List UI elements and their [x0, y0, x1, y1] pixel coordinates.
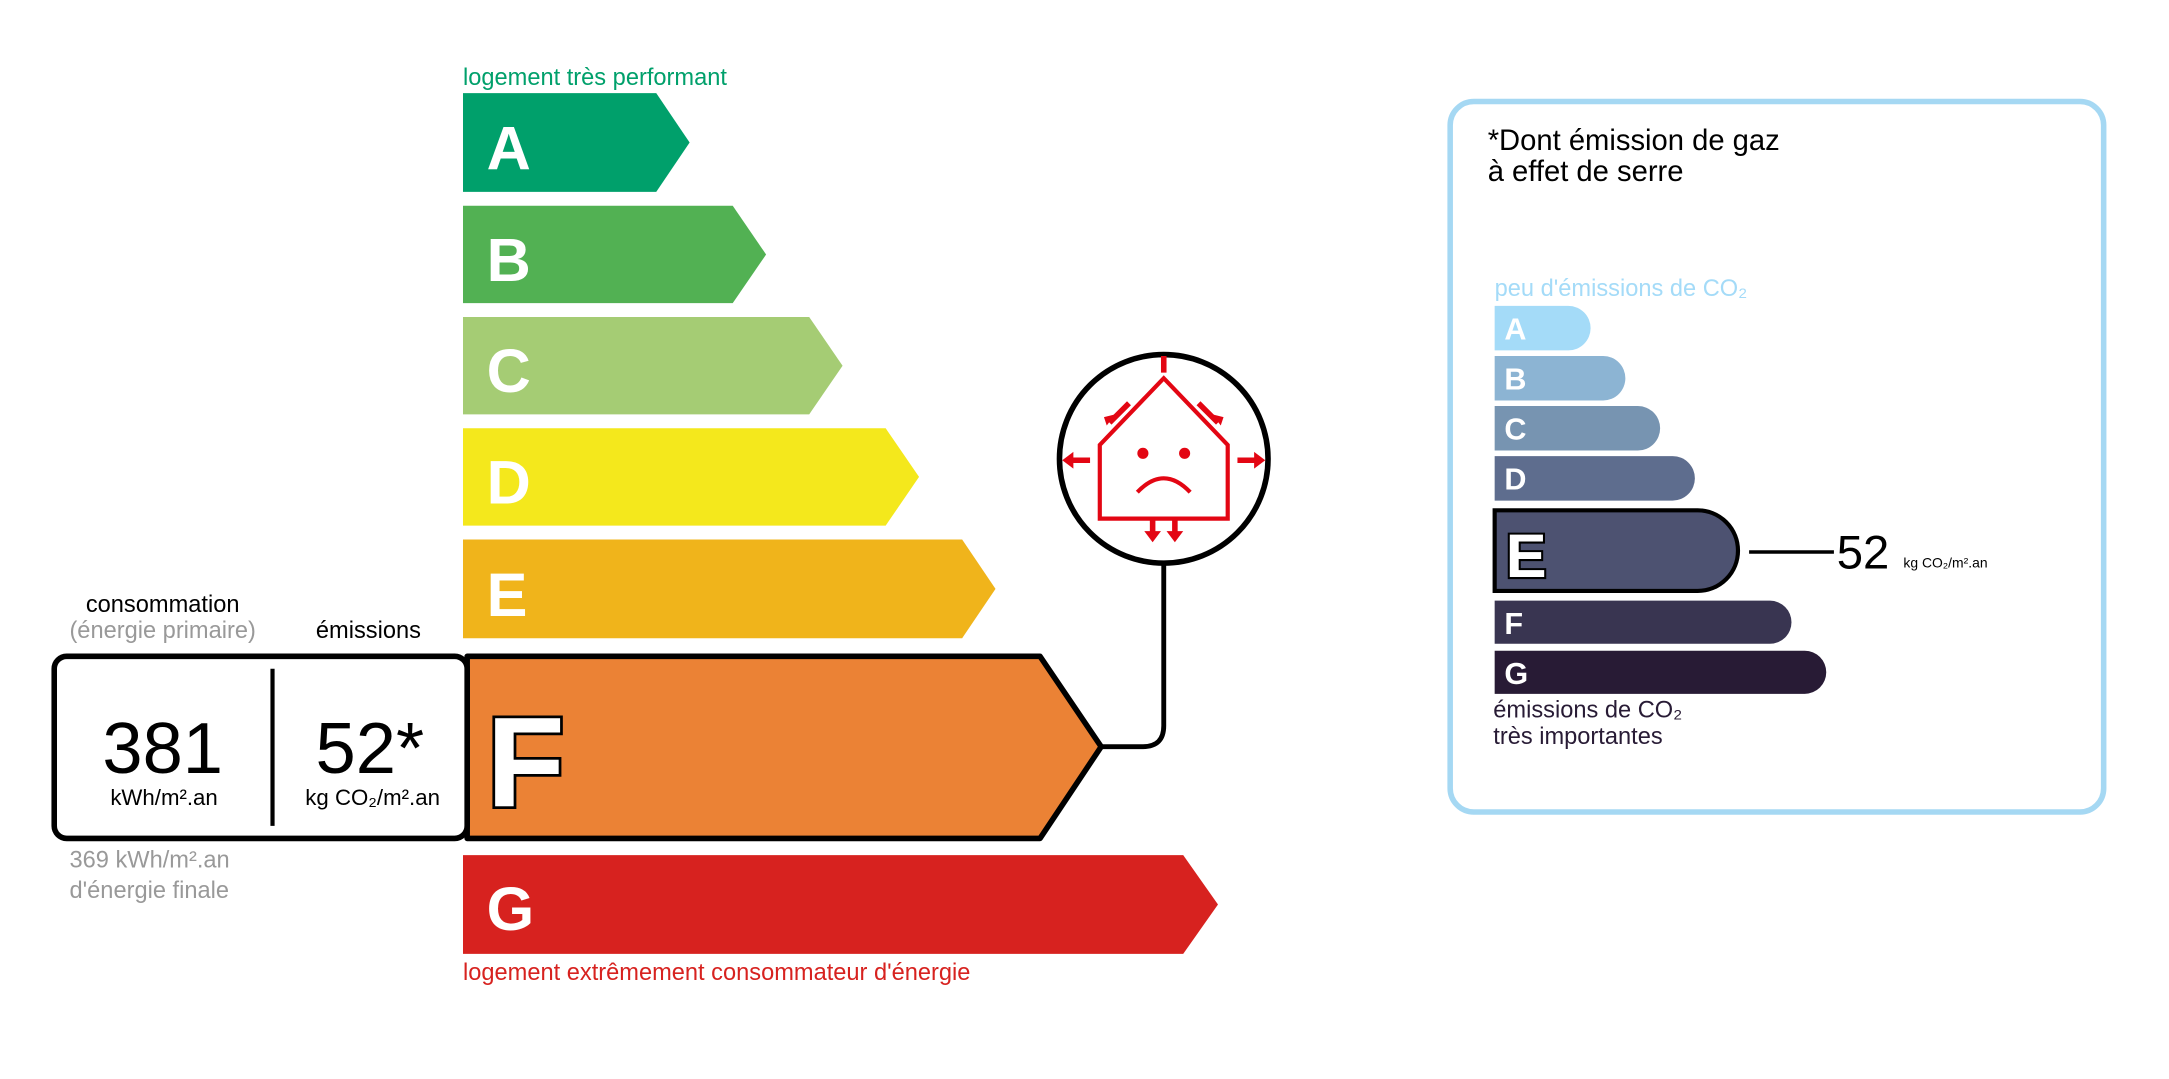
ghg-letter-e: E: [1506, 522, 1547, 590]
ghg-class-a: A: [1494, 305, 1591, 351]
consumption-sublabel: (énergie primaire): [69, 618, 255, 644]
ghg-class-e-current: E 52 kg CO₂/m².an: [1492, 508, 1988, 594]
energy-bar-e: [462, 539, 996, 639]
ghg-class-f: F: [1494, 600, 1792, 644]
energy-bottom-label: logement extrêmement consommateur d'éner…: [463, 960, 970, 986]
emissions-label: émissions: [316, 618, 421, 644]
ghg-bar-f: [1494, 600, 1792, 644]
energy-class-a: A: [462, 93, 690, 192]
final-energy-value: 369 kWh/m².an: [70, 848, 230, 874]
energy-letter-b: B: [487, 226, 531, 294]
energy-bar-c: [462, 317, 843, 415]
ghg-value: 52: [1837, 527, 1890, 580]
ghg-letter-c: C: [1504, 412, 1526, 446]
ghg-title-line2: à effet de serre: [1488, 156, 1684, 188]
ghg-class-d: D: [1494, 456, 1695, 501]
energy-bar-b: [462, 205, 767, 304]
ghg-bottom-label-line1: émissions de CO₂: [1493, 697, 1682, 723]
ghg-class-c: C: [1494, 406, 1661, 451]
ghg-bar-e: [1492, 508, 1741, 594]
energy-top-label: logement très performant: [463, 65, 727, 91]
energy-class-f-current: F 381 kWh/m².an 52* kg CO₂/m².an: [51, 653, 1104, 842]
ghg-letter-g: G: [1504, 657, 1528, 691]
final-energy-label: d'énergie finale: [70, 878, 230, 904]
icon-connector: [1102, 563, 1167, 750]
ghg-title-line1: *Dont émission de gaz: [1488, 125, 1780, 157]
ghg-letter-f: F: [1504, 607, 1523, 641]
ghg-top-label: peu d'émissions de CO₂: [1495, 276, 1748, 302]
ghg-bar-d: [1494, 456, 1695, 501]
energy-letter-e: E: [487, 561, 528, 629]
ghg-class-g: G: [1494, 650, 1827, 694]
poorly-insulated-house-icon: [1056, 351, 1271, 566]
consumption-value: 381: [102, 709, 223, 789]
energy-letter-f: F: [487, 691, 565, 834]
ghg-unit: kg CO₂/m².an: [1903, 554, 1987, 570]
emissions-unit: kg CO₂/m².an: [305, 785, 440, 810]
ghg-bottom-label-line2: très importantes: [1493, 724, 1662, 750]
ghg-bar-g: [1494, 650, 1827, 694]
ghg-letter-a: A: [1504, 312, 1526, 346]
ghg-panel: *Dont émission de gaz à effet de serre p…: [1447, 98, 2107, 815]
consumption-unit: kWh/m².an: [110, 785, 217, 810]
energy-class-c: C: [462, 317, 843, 415]
ghg-class-b: B: [1494, 355, 1626, 401]
ghg-letter-b: B: [1504, 362, 1526, 396]
energy-class-d: D: [462, 428, 920, 526]
energy-bar-d: [462, 428, 920, 526]
energy-bar-g: [462, 855, 1218, 954]
value-box: [51, 653, 470, 842]
energy-letter-a: A: [487, 115, 531, 183]
energy-letter-d: D: [487, 448, 531, 516]
ghg-bar-c: [1494, 406, 1661, 451]
ghg-letter-d: D: [1504, 462, 1526, 496]
emissions-value: 52*: [316, 709, 425, 789]
consumption-label: consommation: [86, 592, 240, 618]
ghg-bar-a: [1494, 305, 1591, 351]
energy-bar-a: [462, 93, 690, 192]
energy-class-b: B: [462, 205, 767, 304]
energy-letter-c: C: [487, 337, 531, 405]
energy-scale: logement très performant A B C D E F 381: [51, 65, 1271, 986]
energy-class-e: E: [462, 539, 996, 639]
energy-letter-g: G: [487, 875, 535, 943]
energy-class-g: G: [462, 855, 1218, 954]
ghg-bar-b: [1494, 355, 1626, 401]
